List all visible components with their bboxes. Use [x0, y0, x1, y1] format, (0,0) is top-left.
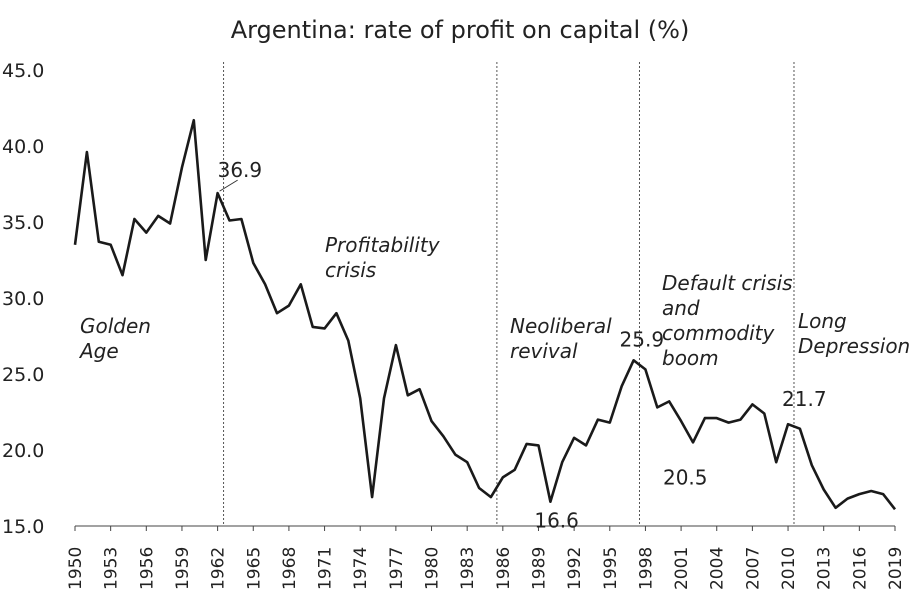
x-tick-label: 1965	[244, 547, 264, 590]
data-label-leader	[219, 179, 238, 192]
x-axis: 1950 1953 1956 1959 1962 1965 1968 1971 1974 1977…	[66, 525, 906, 590]
data-label: 25.9	[620, 327, 665, 351]
data-label: 20.5	[663, 465, 708, 489]
y-tick-label: 30.0	[2, 288, 44, 310]
period-label: Golden	[80, 314, 151, 338]
x-tick-label: 1992	[565, 547, 585, 590]
x-tick-label: 1986	[494, 547, 514, 590]
y-tick-label: 20.0	[2, 440, 44, 462]
x-tick-label: 1953	[102, 547, 122, 590]
data-labels: 36.9 16.6 25.9 20.5 21.7	[218, 158, 827, 533]
period-label: Long	[798, 309, 847, 333]
x-tick-label: 1998	[636, 547, 656, 590]
period-label: revival	[510, 339, 578, 363]
x-tick-label: 1971	[316, 547, 336, 590]
data-label: 21.7	[782, 387, 827, 411]
x-tick-label: 2010	[779, 547, 799, 590]
y-axis: 15.0 20.0 25.0 30.0 35.0 40.0 45.0	[2, 60, 44, 538]
x-tick-label: 1956	[137, 547, 157, 590]
period-label: and	[662, 296, 700, 320]
x-tick-label: 1959	[173, 547, 193, 590]
data-label: 36.9	[218, 158, 263, 182]
y-tick-label: 15.0	[2, 516, 44, 538]
period-label: Default crisis	[662, 271, 793, 295]
period-label: Profitability	[325, 233, 441, 257]
y-tick-label: 40.0	[2, 136, 44, 158]
period-label: commodity	[662, 321, 776, 345]
period-label: Depression	[798, 334, 910, 358]
data-label: 16.6	[534, 509, 579, 533]
period-label: Neoliberal	[510, 314, 612, 338]
x-tick-label: 1968	[280, 547, 300, 590]
period-label: Age	[78, 339, 119, 363]
period-label: boom	[662, 346, 719, 370]
y-tick-label: 45.0	[2, 60, 44, 82]
x-tick-label: 1962	[209, 547, 229, 590]
x-tick-label: 1950	[66, 547, 86, 590]
chart-title: Argentina: rate of profit on capital (%)	[231, 16, 690, 44]
series-layer	[73, 118, 897, 511]
x-tick-label: 1977	[387, 547, 407, 590]
x-tick-label: 2013	[815, 547, 835, 590]
period-label: crisis	[325, 258, 376, 282]
profit-rate-line	[73, 118, 897, 511]
period-dividers	[223, 62, 795, 526]
x-tick-label: 1983	[458, 547, 478, 590]
x-tick-label: 1995	[601, 547, 621, 590]
x-tick-label: 1974	[351, 547, 371, 590]
x-tick-label: 1980	[423, 547, 443, 590]
x-tick-label: 2004	[708, 547, 728, 590]
y-tick-label: 35.0	[2, 212, 44, 234]
x-tick-label: 2007	[743, 547, 763, 590]
x-tick-label: 1989	[529, 547, 549, 590]
x-tick-label: 2016	[850, 547, 870, 590]
x-tick-label: 2001	[672, 547, 692, 590]
x-tick-label: 2019	[886, 547, 906, 590]
y-tick-label: 25.0	[2, 364, 44, 386]
